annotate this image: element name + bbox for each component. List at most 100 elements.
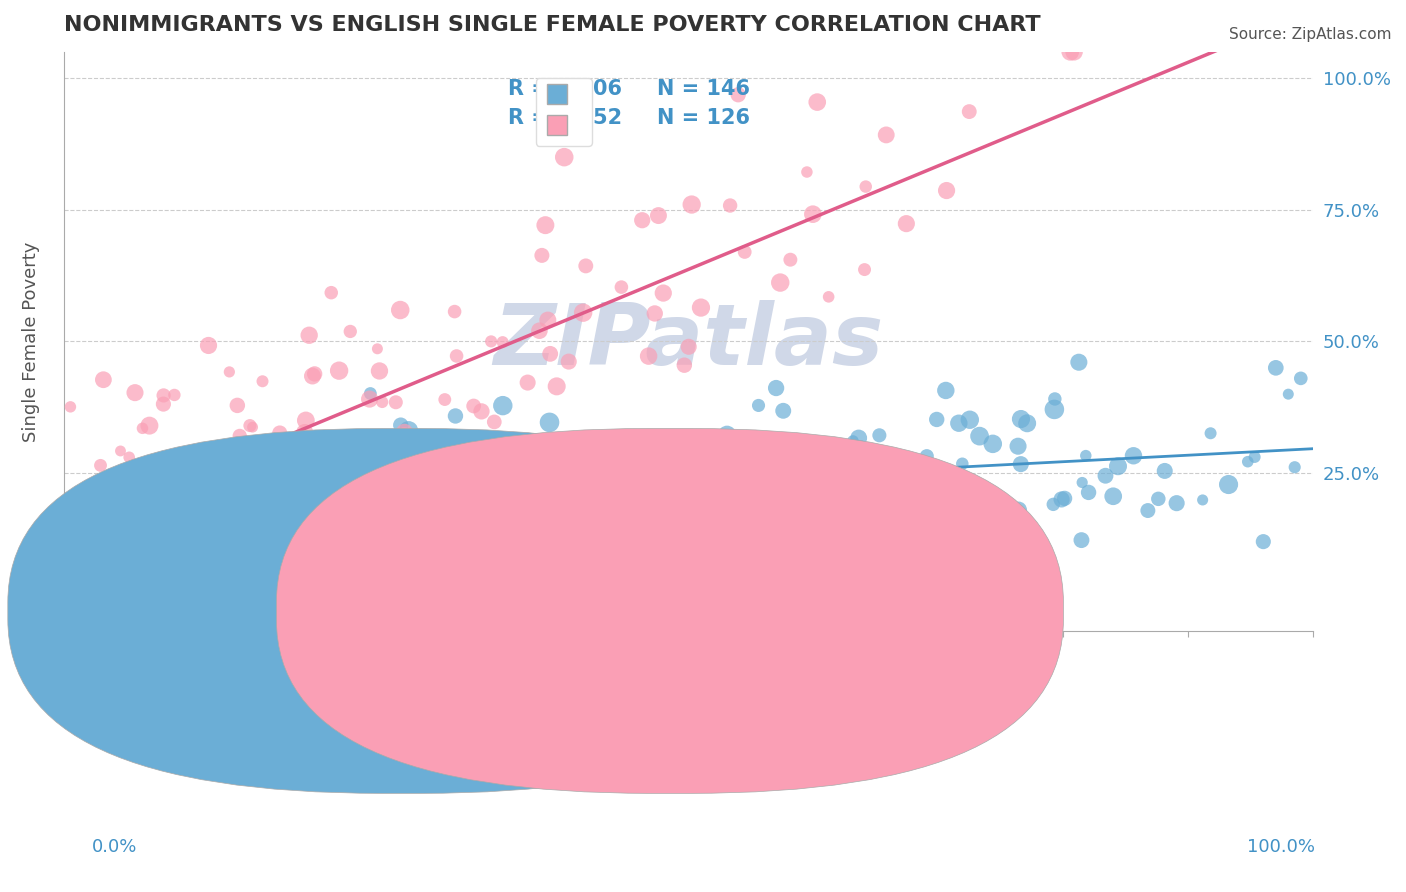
English [553, 150, 575, 164]
English [143, 522, 166, 536]
English [321, 285, 343, 300]
English [370, 489, 392, 503]
Nonimmigrants [950, 473, 973, 487]
Nonimmigrants [1010, 457, 1032, 471]
English [250, 525, 273, 540]
English [301, 369, 323, 384]
Nonimmigrants [766, 486, 789, 500]
Nonimmigrants [543, 472, 565, 486]
Nonimmigrants [747, 399, 769, 413]
Nonimmigrants [1017, 417, 1039, 431]
Nonimmigrants [84, 527, 107, 541]
Nonimmigrants [1053, 491, 1076, 506]
Nonimmigrants [481, 502, 503, 516]
English [69, 547, 91, 561]
English [470, 404, 492, 418]
English [190, 454, 212, 468]
English [463, 399, 485, 413]
Nonimmigrants [848, 489, 870, 503]
Nonimmigrants [959, 413, 981, 427]
Nonimmigrants [406, 500, 429, 514]
English [80, 538, 103, 552]
Nonimmigrants [375, 551, 398, 566]
English [1059, 45, 1081, 59]
Nonimmigrants [1010, 412, 1032, 426]
English [375, 474, 398, 488]
English [295, 413, 318, 427]
Nonimmigrants [811, 476, 834, 491]
English [534, 218, 557, 232]
Nonimmigrants [1153, 464, 1175, 478]
English [188, 566, 211, 581]
Nonimmigrants [671, 535, 693, 549]
English [212, 514, 235, 528]
Nonimmigrants [657, 468, 679, 483]
English [796, 165, 818, 179]
English [159, 509, 181, 524]
Nonimmigrants [846, 500, 869, 515]
Nonimmigrants [554, 497, 576, 511]
Nonimmigrants [181, 567, 204, 582]
Nonimmigrants [494, 572, 516, 586]
Nonimmigrants [866, 491, 889, 505]
English [394, 429, 416, 443]
Nonimmigrants [392, 486, 415, 500]
English [277, 445, 299, 459]
English [681, 197, 703, 211]
English [690, 301, 713, 315]
English [718, 198, 741, 212]
English [957, 104, 980, 119]
English [59, 400, 82, 414]
English [239, 418, 262, 433]
Text: ZIPatlas: ZIPatlas [494, 300, 884, 383]
Nonimmigrants [1042, 497, 1064, 511]
English [537, 313, 560, 327]
English [176, 461, 198, 475]
Nonimmigrants [1071, 475, 1094, 490]
Nonimmigrants [312, 449, 335, 463]
Nonimmigrants [740, 520, 762, 534]
Nonimmigrants [801, 482, 824, 496]
English [110, 444, 132, 458]
Nonimmigrants [538, 416, 561, 430]
English [141, 522, 163, 536]
Nonimmigrants [1007, 503, 1029, 517]
Nonimmigrants [652, 445, 675, 459]
Nonimmigrants [492, 399, 515, 413]
English [138, 418, 160, 433]
Nonimmigrants [1199, 426, 1222, 441]
English [1063, 45, 1085, 59]
Nonimmigrants [948, 416, 970, 430]
Nonimmigrants [1007, 530, 1029, 544]
Nonimmigrants [191, 505, 214, 519]
Nonimmigrants [1218, 477, 1240, 491]
FancyBboxPatch shape [277, 428, 1063, 793]
Nonimmigrants [330, 486, 353, 500]
English [896, 217, 918, 231]
Nonimmigrants [427, 549, 450, 563]
Nonimmigrants [1191, 492, 1213, 507]
Nonimmigrants [661, 461, 683, 475]
English [165, 501, 187, 516]
Nonimmigrants [1043, 402, 1066, 417]
Nonimmigrants [981, 437, 1004, 451]
English [328, 487, 350, 501]
Nonimmigrants [187, 474, 209, 488]
Nonimmigrants [834, 463, 856, 477]
Nonimmigrants [498, 464, 520, 478]
Nonimmigrants [396, 483, 419, 498]
English [855, 179, 877, 194]
Nonimmigrants [848, 431, 870, 445]
Nonimmigrants [444, 409, 467, 423]
English [673, 358, 696, 372]
Nonimmigrants [969, 429, 991, 443]
Text: 100.0%: 100.0% [1247, 838, 1315, 855]
Nonimmigrants [824, 514, 846, 528]
Nonimmigrants [1166, 496, 1188, 510]
English [218, 365, 240, 379]
Nonimmigrants [855, 453, 877, 467]
Nonimmigrants [1236, 455, 1258, 469]
Nonimmigrants [1289, 371, 1312, 385]
English [226, 398, 249, 412]
English [93, 373, 115, 387]
